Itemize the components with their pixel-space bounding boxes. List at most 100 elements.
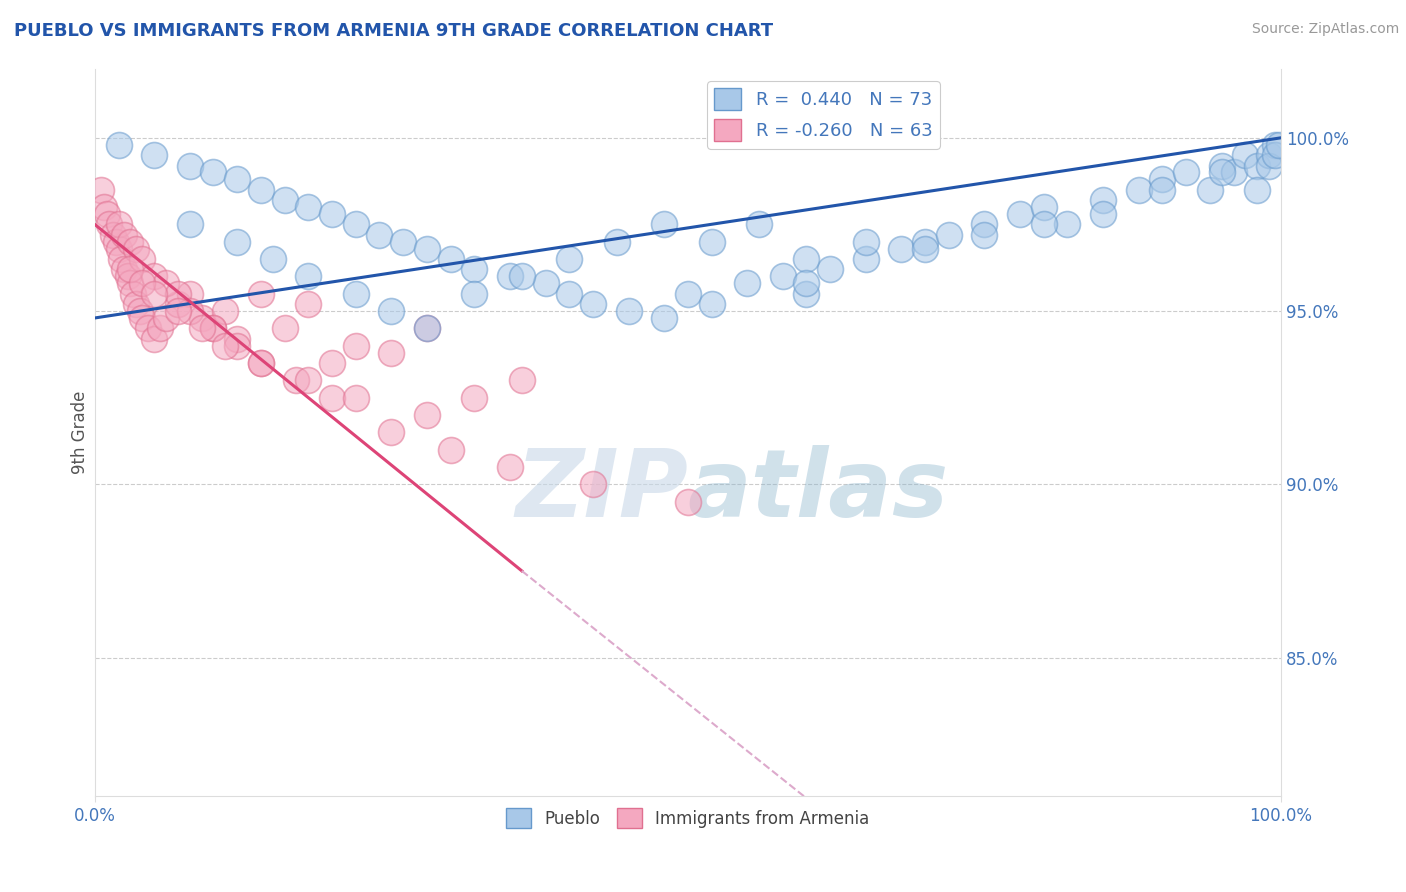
Point	[938, 227, 960, 242]
Point	[416, 242, 439, 256]
Point	[1234, 148, 1257, 162]
Point	[344, 218, 367, 232]
Point	[226, 332, 249, 346]
Point	[1198, 183, 1220, 197]
Text: PUEBLO VS IMMIGRANTS FROM ARMENIA 9TH GRADE CORRELATION CHART: PUEBLO VS IMMIGRANTS FROM ARMENIA 9TH GR…	[14, 22, 773, 40]
Point	[344, 286, 367, 301]
Point	[131, 310, 153, 325]
Point	[796, 286, 818, 301]
Point	[131, 277, 153, 291]
Point	[120, 262, 142, 277]
Point	[380, 304, 402, 318]
Point	[890, 242, 912, 256]
Point	[321, 391, 343, 405]
Point	[676, 286, 699, 301]
Point	[818, 262, 841, 277]
Point	[582, 297, 605, 311]
Point	[1056, 218, 1078, 232]
Point	[202, 321, 225, 335]
Point	[510, 373, 533, 387]
Point	[606, 235, 628, 249]
Point	[105, 235, 128, 249]
Point	[1152, 183, 1174, 197]
Point	[273, 193, 295, 207]
Point	[179, 218, 201, 232]
Point	[250, 356, 273, 370]
Point	[1211, 165, 1233, 179]
Point	[463, 286, 485, 301]
Point	[1175, 165, 1198, 179]
Point	[96, 207, 118, 221]
Point	[344, 339, 367, 353]
Point	[380, 425, 402, 440]
Point	[190, 321, 212, 335]
Point	[1092, 207, 1115, 221]
Point	[510, 269, 533, 284]
Point	[652, 218, 675, 232]
Point	[463, 262, 485, 277]
Point	[463, 391, 485, 405]
Point	[297, 269, 319, 284]
Point	[143, 286, 166, 301]
Point	[499, 459, 522, 474]
Legend: Pueblo, Immigrants from Armenia: Pueblo, Immigrants from Armenia	[499, 801, 876, 835]
Point	[107, 242, 129, 256]
Point	[166, 297, 188, 311]
Point	[344, 391, 367, 405]
Point	[1032, 218, 1054, 232]
Point	[558, 252, 581, 266]
Text: ZIP: ZIP	[515, 444, 688, 536]
Point	[250, 286, 273, 301]
Point	[226, 339, 249, 353]
Point	[107, 218, 129, 232]
Point	[155, 277, 177, 291]
Point	[121, 286, 143, 301]
Point	[735, 277, 758, 291]
Point	[855, 235, 877, 249]
Point	[98, 218, 121, 232]
Point	[914, 235, 936, 249]
Point	[166, 304, 188, 318]
Point	[226, 235, 249, 249]
Point	[120, 277, 142, 291]
Point	[321, 207, 343, 221]
Point	[125, 297, 148, 311]
Point	[1258, 159, 1281, 173]
Point	[136, 321, 159, 335]
Point	[128, 304, 150, 318]
Point	[250, 356, 273, 370]
Point	[125, 242, 148, 256]
Point	[796, 252, 818, 266]
Point	[416, 408, 439, 422]
Point	[297, 200, 319, 214]
Point	[416, 321, 439, 335]
Point	[416, 321, 439, 335]
Point	[155, 310, 177, 325]
Point	[700, 235, 723, 249]
Point	[179, 286, 201, 301]
Point	[117, 269, 139, 284]
Point	[179, 159, 201, 173]
Point	[1211, 159, 1233, 173]
Point	[700, 297, 723, 311]
Point	[1264, 137, 1286, 152]
Point	[1264, 148, 1286, 162]
Point	[143, 148, 166, 162]
Point	[652, 310, 675, 325]
Point	[297, 373, 319, 387]
Point	[973, 218, 995, 232]
Point	[179, 304, 201, 318]
Point	[143, 269, 166, 284]
Y-axis label: 9th Grade: 9th Grade	[72, 391, 89, 474]
Point	[440, 442, 463, 457]
Point	[1008, 207, 1031, 221]
Point	[90, 183, 112, 197]
Point	[392, 235, 415, 249]
Point	[1222, 165, 1244, 179]
Point	[93, 200, 115, 214]
Point	[114, 227, 136, 242]
Point	[110, 252, 132, 266]
Text: Source: ZipAtlas.com: Source: ZipAtlas.com	[1251, 22, 1399, 37]
Point	[190, 310, 212, 325]
Point	[1267, 137, 1289, 152]
